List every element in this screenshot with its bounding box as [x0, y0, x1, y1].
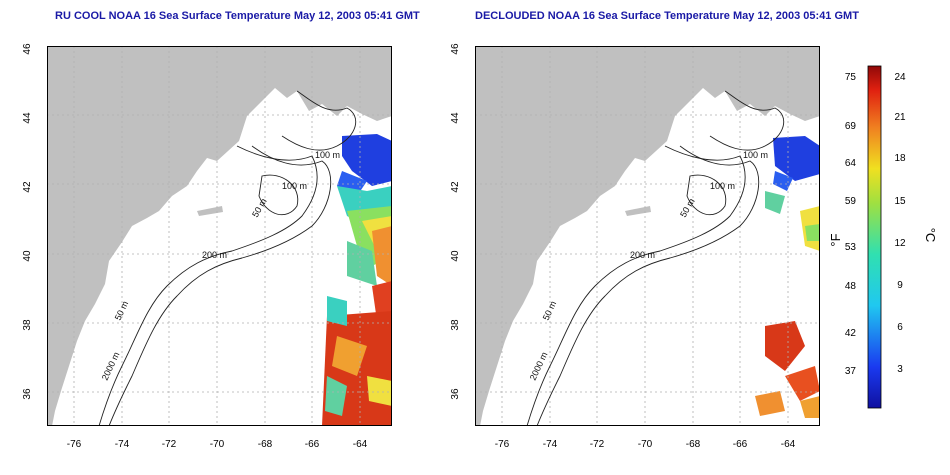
- lon-tick: -74: [543, 439, 558, 450]
- lon-tick: -74: [115, 439, 130, 450]
- right-map-axes: 46 44 42 40 38 36 -76 -74 -72 -70 -68 -6…: [450, 43, 796, 450]
- f-tick: 42: [845, 328, 857, 339]
- f-tick: 59: [845, 196, 857, 207]
- contour-label: 100 m: [315, 150, 340, 160]
- f-tick: 64: [845, 158, 857, 169]
- lat-tick: 42: [22, 181, 33, 193]
- c-tick: 21: [894, 112, 906, 123]
- lat-tick: 36: [22, 388, 33, 400]
- c-tick: 24: [894, 72, 906, 83]
- bathymetry-contours: [98, 90, 357, 426]
- c-tick: 3: [897, 364, 903, 375]
- contour-label: 100 m: [743, 150, 768, 160]
- celsius-label: °C: [923, 228, 938, 243]
- sst-data-patches: [755, 136, 820, 418]
- temperature-colorbar: 75 69 64 59 53 48 42 37 24 21 18 15 12 9…: [820, 60, 950, 420]
- bathymetry-contours: [526, 90, 785, 426]
- lat-tick: 46: [22, 43, 33, 55]
- land-mass: [475, 46, 820, 426]
- lat-tick: 36: [450, 388, 461, 400]
- lon-tick: -70: [638, 439, 653, 450]
- contour-label: 200 m: [202, 250, 227, 260]
- contour-label: 100 m: [710, 181, 735, 191]
- lon-tick: -76: [67, 439, 82, 450]
- lon-tick: -66: [733, 439, 748, 450]
- f-tick: 75: [845, 72, 857, 83]
- f-tick: 69: [845, 121, 857, 132]
- contour-label: 200 m: [630, 250, 655, 260]
- lon-tick: -72: [590, 439, 605, 450]
- lat-tick: 38: [450, 319, 461, 331]
- lon-tick: -76: [495, 439, 510, 450]
- contour-label: 100 m: [282, 181, 307, 191]
- lat-tick: 38: [22, 319, 33, 331]
- right-sst-map: 100 m 100 m 50 m 200 m 50 m 2000 m: [475, 46, 820, 426]
- f-tick: 53: [845, 242, 857, 253]
- right-map-title: DECLOUDED NOAA 16 Sea Surface Temperatur…: [475, 10, 859, 22]
- c-tick: 15: [894, 196, 906, 207]
- c-tick: 9: [897, 280, 903, 291]
- left-sst-map: 100 m 100 m 50 m 200 m 50 m 2000 m: [47, 46, 392, 426]
- land-mass: [47, 46, 392, 426]
- left-map-axes: 46 44 42 40 38 36 -76 -74 -72 -70 -68 -6…: [22, 43, 368, 450]
- lon-tick: -64: [781, 439, 796, 450]
- lat-tick: 40: [450, 250, 461, 262]
- lon-tick: -64: [353, 439, 368, 450]
- colorbar-gradient: [867, 65, 882, 409]
- lat-tick: 42: [450, 181, 461, 193]
- lat-tick: 40: [22, 250, 33, 262]
- lon-tick: -66: [305, 439, 320, 450]
- lon-tick: -70: [210, 439, 225, 450]
- lat-tick: 44: [22, 112, 33, 124]
- lat-tick: 46: [450, 43, 461, 55]
- lat-tick: 44: [450, 112, 461, 124]
- lon-tick: -68: [258, 439, 273, 450]
- sst-data-patches: [322, 134, 392, 426]
- f-tick: 48: [845, 281, 857, 292]
- fahrenheit-label: °F: [828, 233, 843, 246]
- lon-tick: -68: [686, 439, 701, 450]
- f-tick: 37: [845, 366, 857, 377]
- left-map-title: RU COOL NOAA 16 Sea Surface Temperature …: [55, 10, 420, 22]
- c-tick: 18: [894, 153, 906, 164]
- c-tick: 12: [894, 238, 906, 249]
- lon-tick: -72: [162, 439, 177, 450]
- c-tick: 6: [897, 322, 903, 333]
